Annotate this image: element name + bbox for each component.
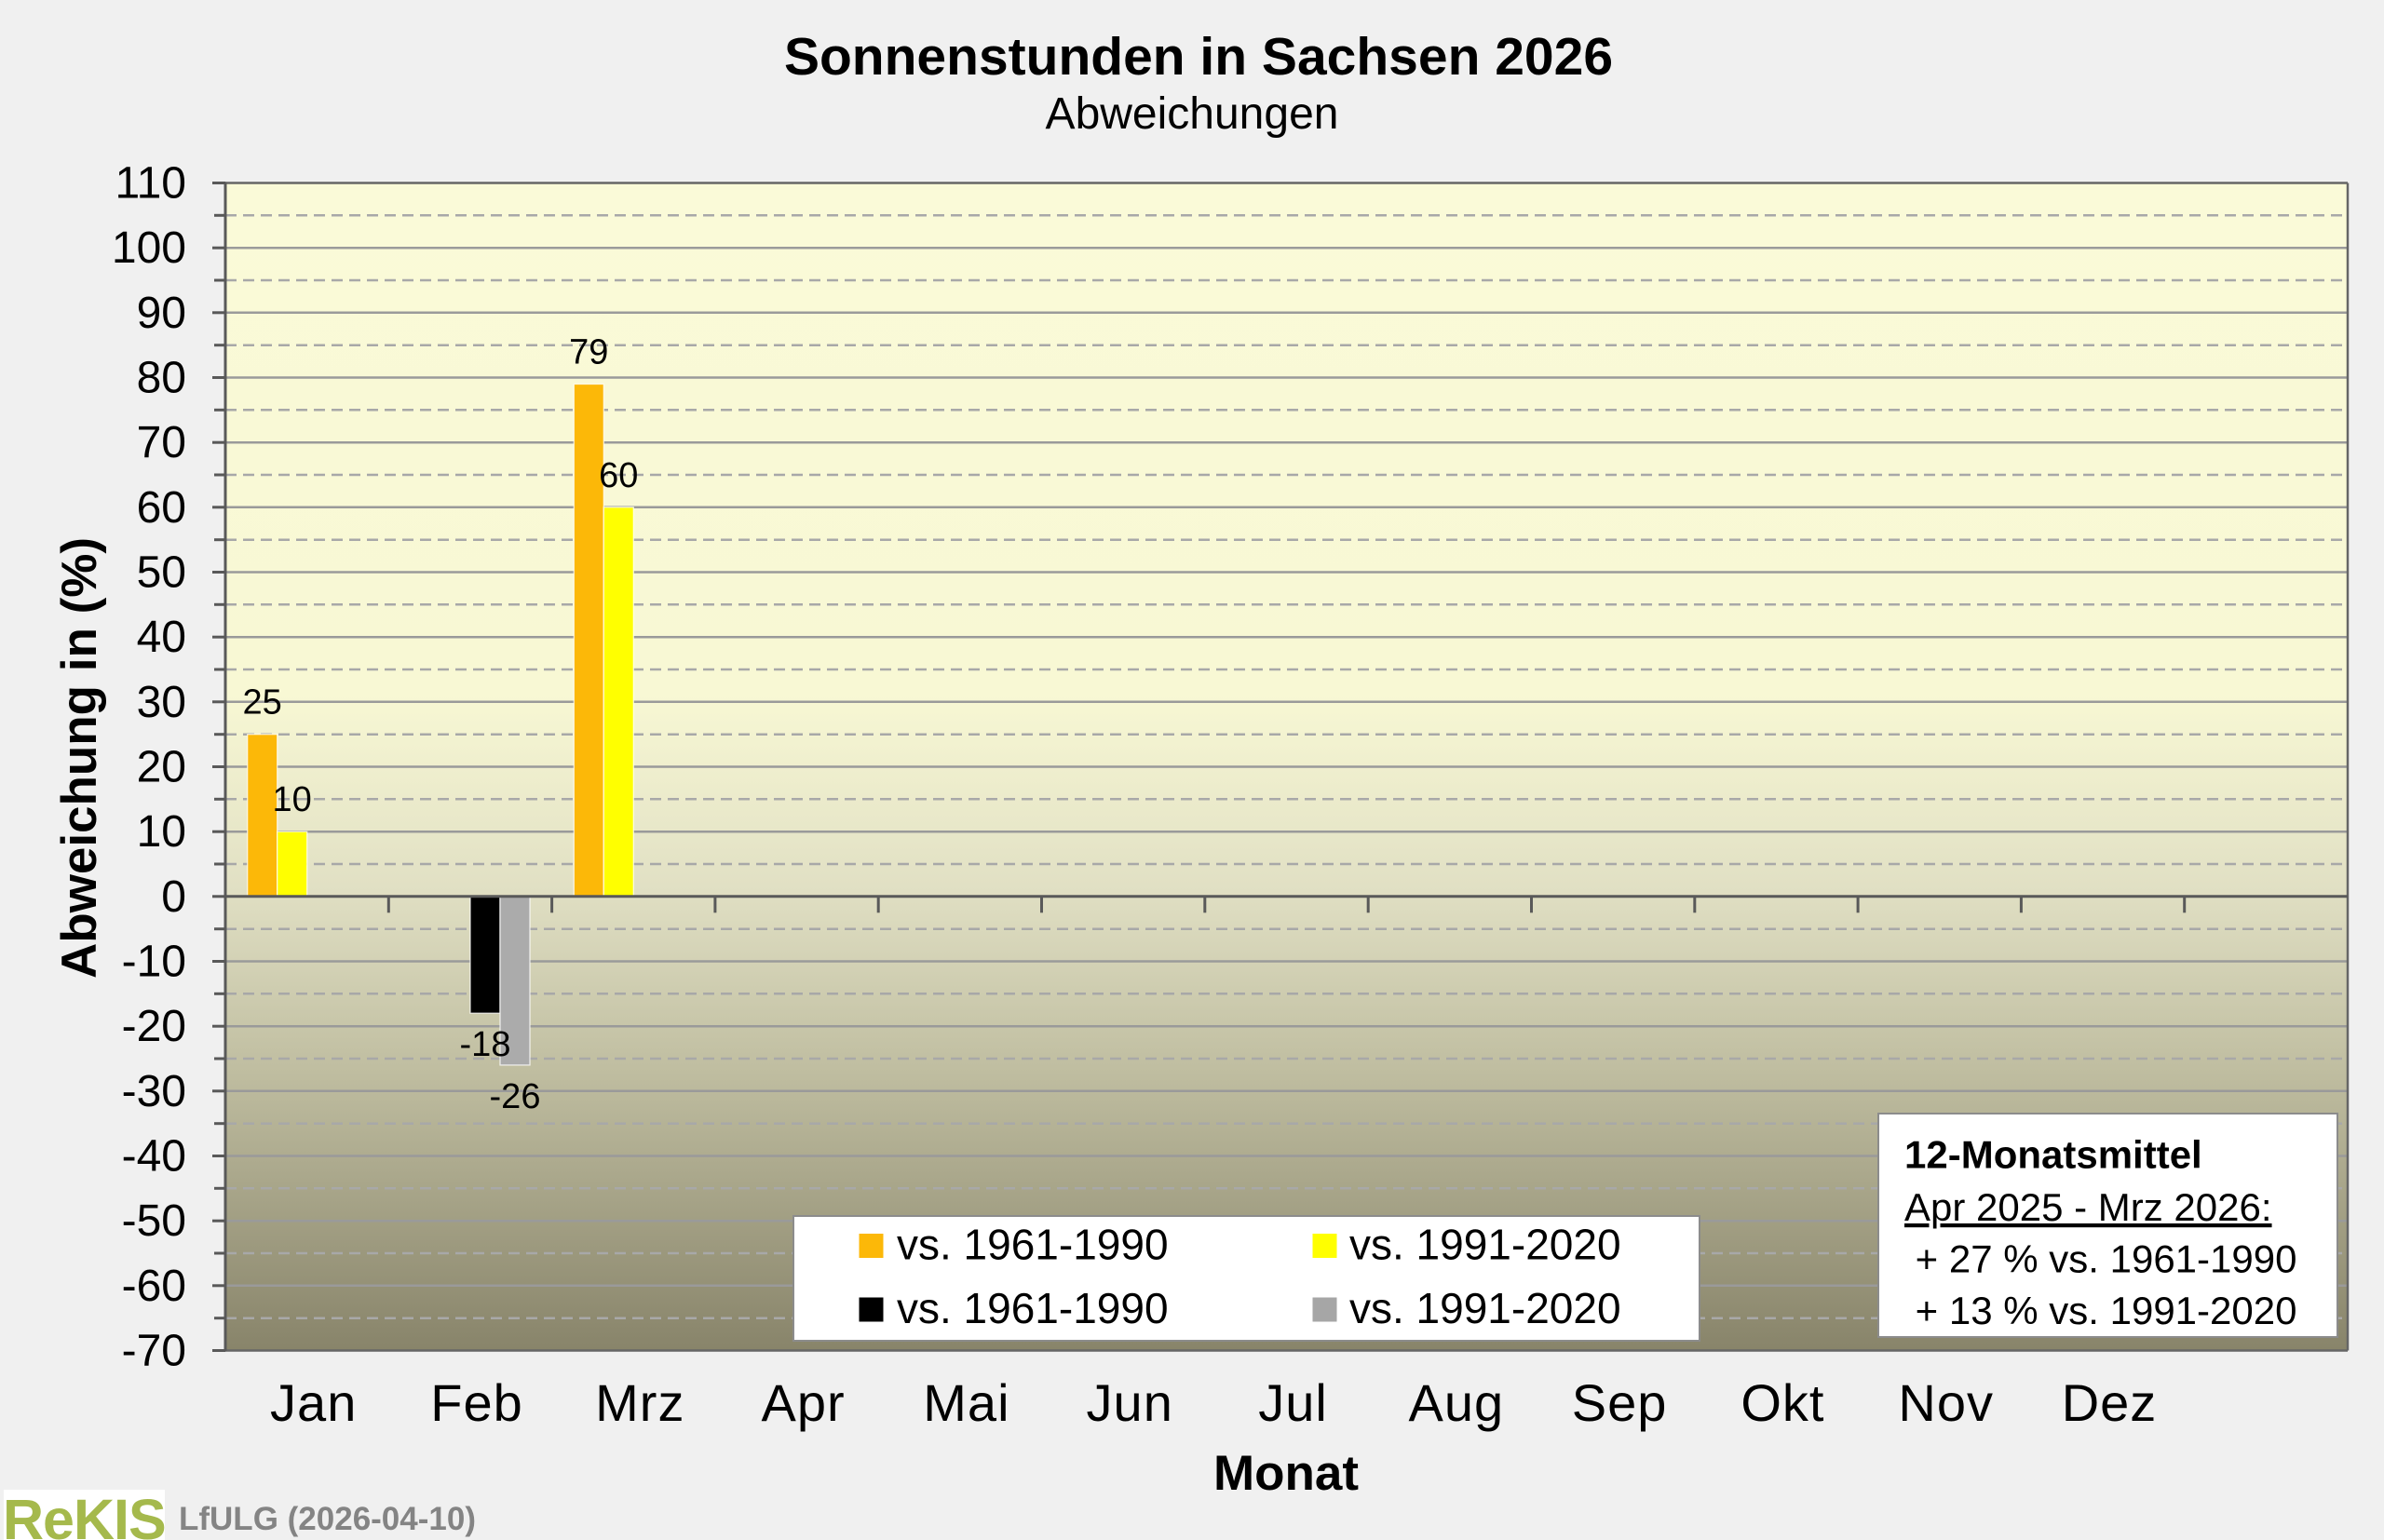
svg-text:90: 90 (137, 289, 186, 338)
svg-text:Jul: Jul (1258, 1373, 1328, 1432)
svg-text:-40: -40 (122, 1132, 186, 1182)
svg-text:Abweichungen: Abweichungen (1046, 89, 1339, 139)
svg-text:Okt: Okt (1741, 1373, 1824, 1432)
svg-text:Sonnenstunden in Sachsen 2026: Sonnenstunden in Sachsen 2026 (784, 27, 1613, 87)
svg-text:LfULG (2026-04-10): LfULG (2026-04-10) (179, 1501, 476, 1537)
svg-text:70: 70 (137, 418, 186, 467)
svg-text:vs. 1961-1990: vs. 1961-1990 (897, 1221, 1169, 1269)
svg-text:25: 25 (243, 683, 282, 723)
svg-text:40: 40 (137, 613, 186, 662)
svg-text:Jan: Jan (270, 1373, 357, 1432)
svg-text:Apr 2025 - Mrz 2026:: Apr 2025 - Mrz 2026: (1904, 1185, 2272, 1229)
svg-text:50: 50 (137, 548, 186, 598)
svg-text:Mai: Mai (923, 1373, 1009, 1432)
svg-text:ReKIS: ReKIS (3, 1488, 166, 1540)
svg-text:Feb: Feb (430, 1373, 523, 1432)
svg-text:30: 30 (137, 678, 186, 727)
svg-text:-18: -18 (460, 1025, 511, 1064)
svg-text:12-Monatsmittel: 12-Monatsmittel (1904, 1133, 2202, 1177)
svg-text:Sep: Sep (1572, 1373, 1668, 1432)
svg-text:vs. 1991-2020: vs. 1991-2020 (1349, 1284, 1621, 1332)
svg-text:0: 0 (161, 872, 186, 922)
svg-text:+ 13 % vs. 1991-2020: + 13 % vs. 1991-2020 (1904, 1289, 2296, 1332)
svg-text:60: 60 (599, 456, 638, 495)
svg-text:Monat: Monat (1213, 1446, 1359, 1501)
svg-text:10: 10 (273, 780, 312, 819)
svg-text:-10: -10 (122, 938, 186, 987)
svg-text:Nov: Nov (1898, 1373, 1994, 1432)
svg-text:-70: -70 (122, 1327, 186, 1376)
svg-text:Jun: Jun (1087, 1373, 1173, 1432)
svg-text:-30: -30 (122, 1067, 186, 1116)
svg-text:vs. 1991-2020: vs. 1991-2020 (1349, 1221, 1621, 1269)
svg-text:-60: -60 (122, 1262, 186, 1311)
svg-text:-26: -26 (490, 1077, 541, 1116)
svg-text:Dez: Dez (2062, 1373, 2158, 1432)
svg-text:Aug: Aug (1408, 1373, 1504, 1432)
svg-text:Abweichung in (%): Abweichung in (%) (52, 537, 107, 979)
svg-text:vs. 1961-1990: vs. 1961-1990 (897, 1284, 1169, 1332)
svg-text:20: 20 (137, 743, 186, 792)
svg-text:10: 10 (137, 807, 186, 857)
svg-text:-50: -50 (122, 1196, 186, 1246)
svg-text:60: 60 (137, 483, 186, 533)
svg-text:100: 100 (112, 223, 186, 273)
svg-text:79: 79 (569, 333, 608, 372)
svg-text:Apr: Apr (762, 1373, 846, 1432)
svg-text:110: 110 (115, 159, 186, 209)
svg-text:80: 80 (137, 354, 186, 403)
svg-text:Mrz: Mrz (595, 1373, 684, 1432)
svg-text:-20: -20 (122, 1002, 186, 1051)
svg-text:+ 27 % vs. 1961-1990: + 27 % vs. 1961-1990 (1904, 1236, 2296, 1280)
